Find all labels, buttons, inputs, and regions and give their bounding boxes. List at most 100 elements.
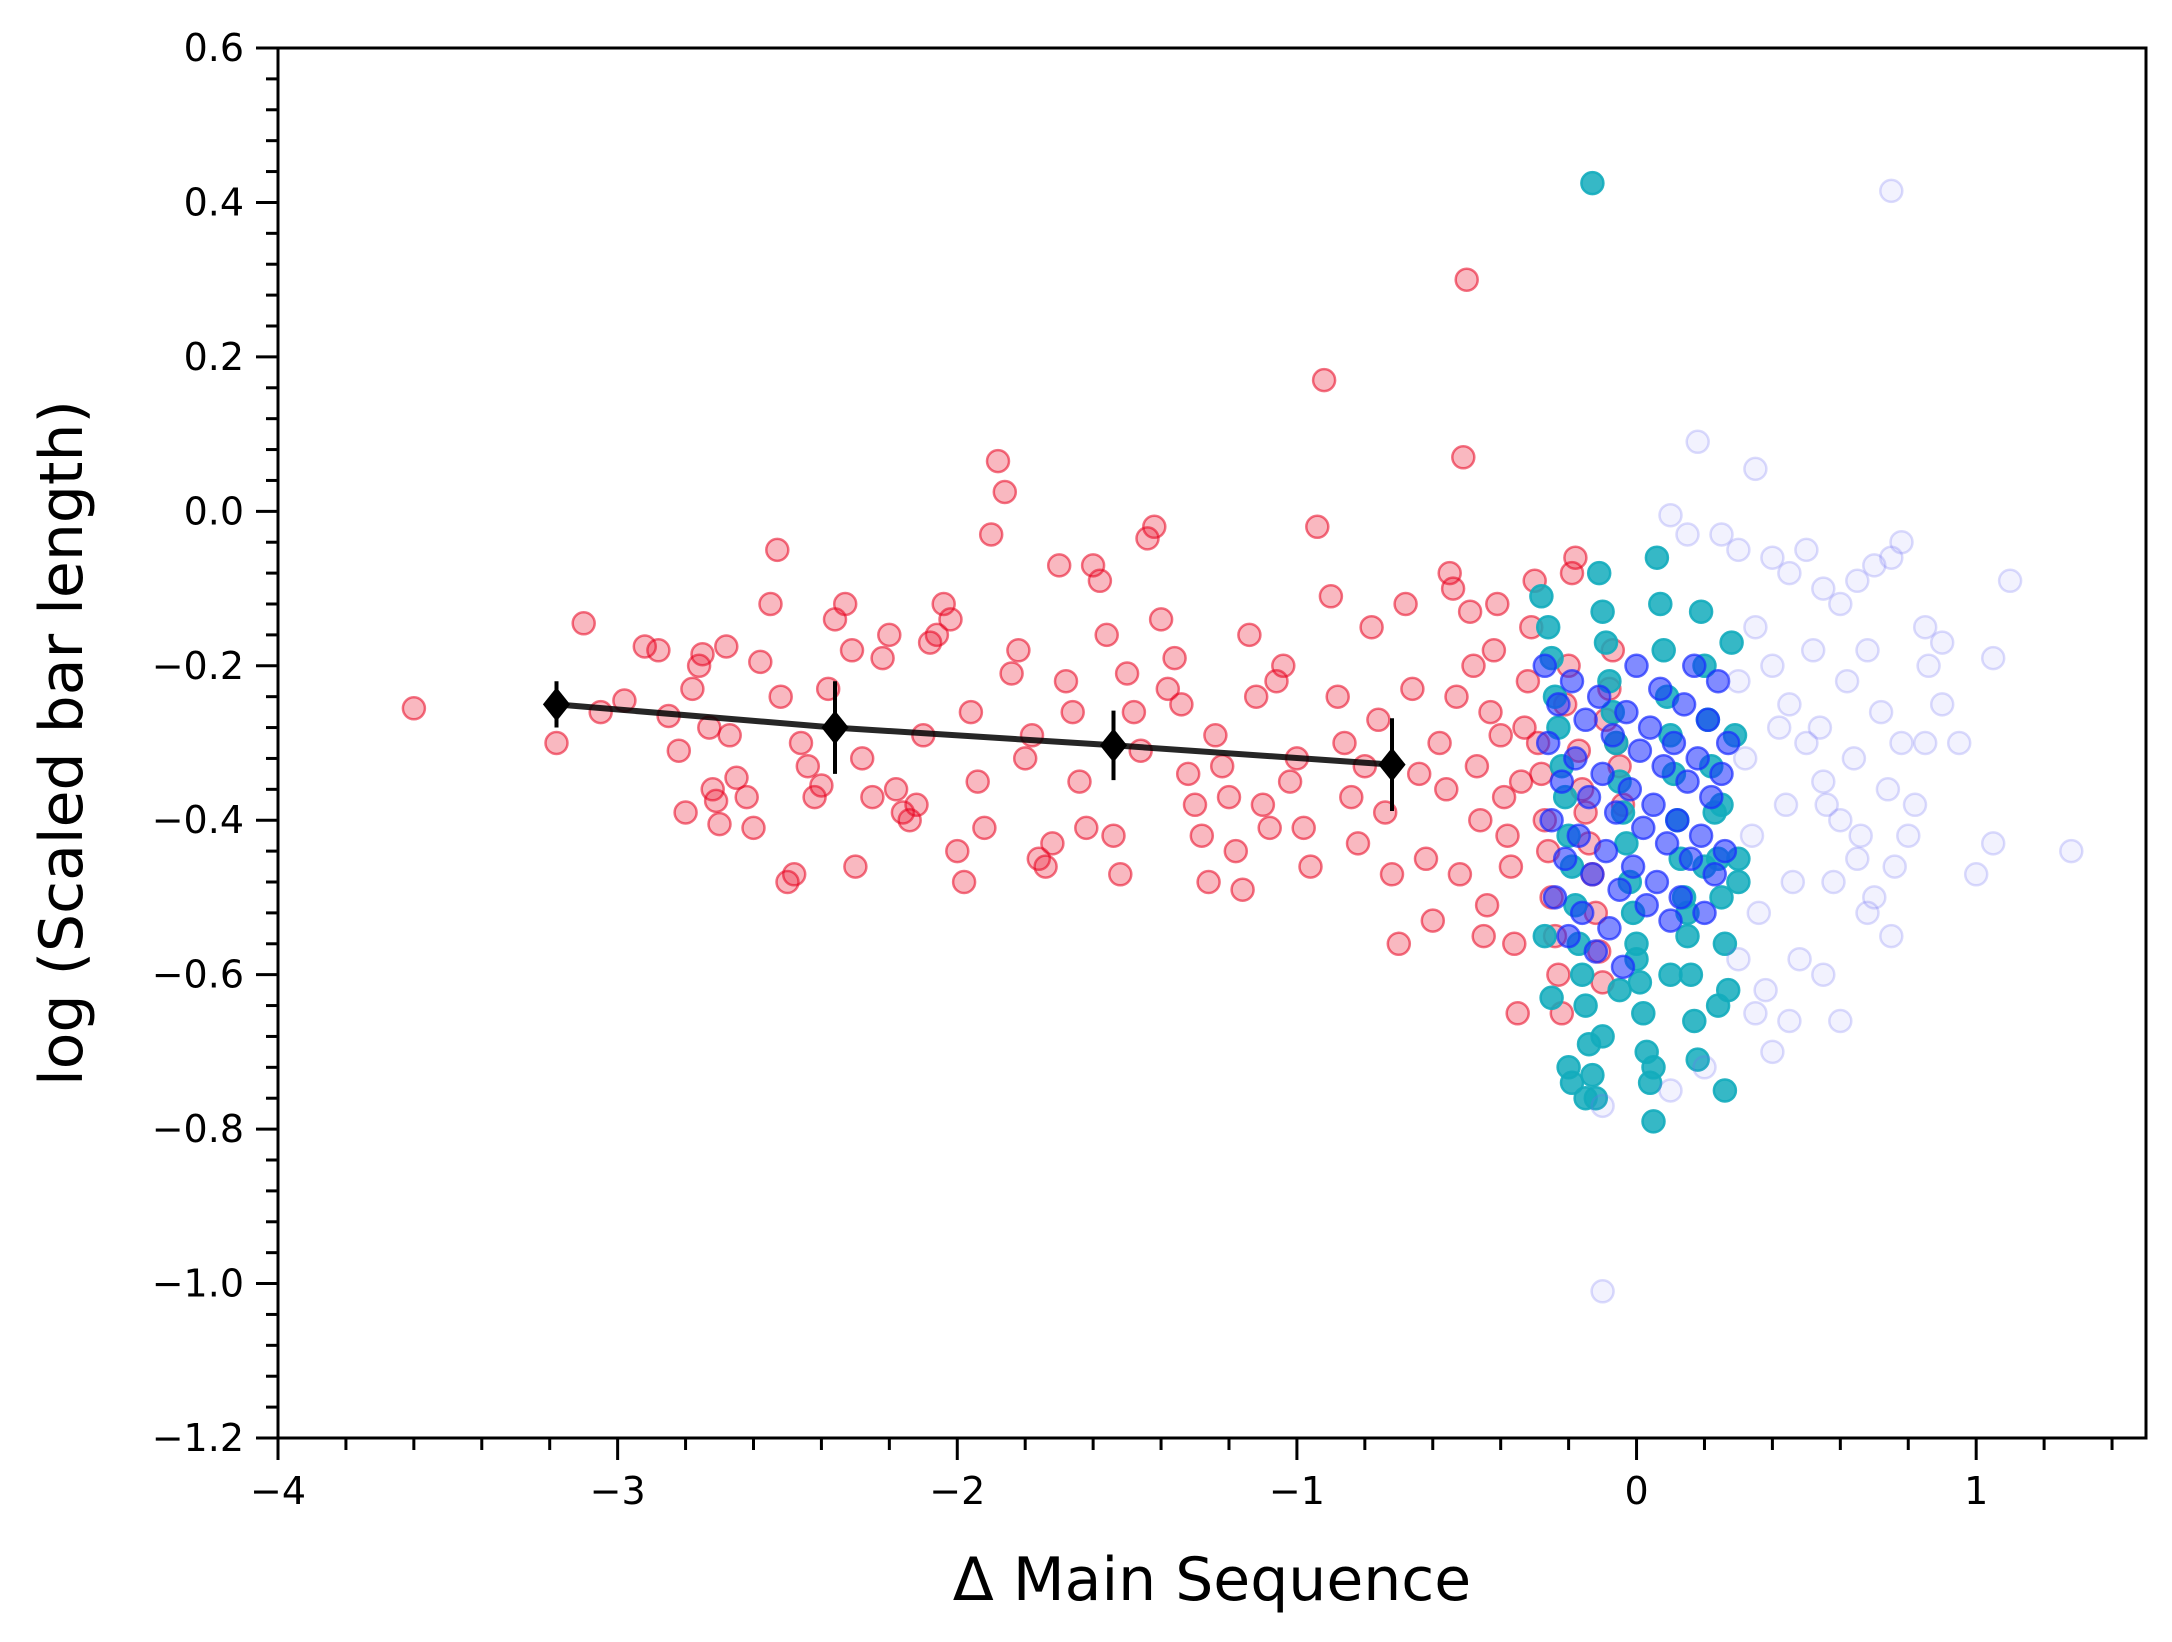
faint-blue-point — [1929, 692, 1955, 717]
faint-blue-point — [1760, 545, 1785, 570]
red-point — [1332, 730, 1357, 756]
blue-point — [1702, 862, 1727, 887]
blue-point — [1576, 784, 1602, 810]
faint-blue-point — [1845, 846, 1870, 872]
faint-blue-point — [1916, 653, 1941, 679]
red-point — [1203, 723, 1228, 748]
red-point — [1142, 514, 1167, 540]
faint-blue-point — [1882, 854, 1907, 879]
faint-blue-point — [1980, 645, 2006, 671]
blue-point — [1549, 769, 1575, 794]
blue-point — [1590, 761, 1615, 787]
red-point — [571, 611, 596, 636]
red-point — [924, 622, 950, 648]
red-point — [1257, 815, 1282, 841]
x-tick-label: −2 — [929, 1469, 985, 1513]
faint-blue-point — [1811, 962, 1836, 987]
faint-blue-point — [1777, 560, 1802, 586]
faint-blue-point — [1766, 715, 1792, 740]
red-point — [992, 479, 1018, 505]
faint-blue-point — [1821, 869, 1846, 895]
cyan-point — [1709, 885, 1734, 910]
blue-point — [1699, 784, 1724, 810]
faint-blue-point — [1855, 900, 1880, 926]
red-point — [1223, 838, 1249, 864]
blue-point — [1671, 692, 1697, 717]
red-point — [680, 676, 705, 702]
red-point — [765, 537, 790, 563]
y-tick-label: 0.0 — [184, 489, 244, 533]
binned-mean-marker — [1378, 747, 1406, 782]
cyan-point — [1678, 962, 1704, 987]
red-point — [1512, 715, 1537, 740]
faint-blue-point — [1658, 502, 1683, 528]
red-point — [1366, 707, 1391, 733]
blue-point — [1692, 900, 1717, 926]
red-point — [1413, 846, 1439, 872]
faint-blue-point — [1875, 777, 1901, 802]
red-point — [646, 638, 671, 663]
x-axis-label: Δ Main Sequence — [953, 1545, 1471, 1615]
blue-point — [1678, 846, 1704, 872]
faint-blue-point — [1743, 456, 1768, 482]
blue-point — [1688, 823, 1714, 848]
red-point — [1108, 862, 1133, 887]
cyan-point — [1586, 560, 1612, 586]
blue-point — [1709, 761, 1734, 787]
red-point — [951, 869, 977, 895]
red-point — [588, 699, 613, 725]
red-point — [904, 792, 929, 818]
red-point — [860, 784, 885, 810]
blue-point — [1542, 885, 1568, 910]
blue-point — [1603, 800, 1629, 825]
red-point — [1250, 792, 1276, 818]
red-point — [1318, 584, 1344, 609]
red-point — [985, 448, 1011, 474]
red-point — [1502, 931, 1527, 957]
red-point — [1162, 645, 1187, 671]
y-tick-label: 0.6 — [184, 26, 244, 70]
red-point — [1508, 769, 1534, 794]
red-point — [717, 723, 742, 748]
binned-mean-marker — [821, 710, 849, 745]
faint-blue-point — [1841, 746, 1867, 771]
red-point — [1447, 862, 1473, 887]
blue-point — [1535, 730, 1561, 756]
faint-blue-point — [1732, 746, 1758, 771]
red-point — [1291, 815, 1316, 841]
red-point — [1468, 807, 1493, 833]
red-point — [1135, 526, 1160, 551]
red-point — [1277, 769, 1303, 794]
red-point — [1243, 684, 1269, 709]
x-tick-label: 0 — [1624, 1469, 1648, 1513]
red-point — [1305, 514, 1330, 540]
red-point — [802, 784, 827, 810]
blue-point — [1682, 653, 1707, 679]
red-point — [1101, 823, 1126, 848]
red-point — [883, 777, 909, 802]
cyan-point — [1573, 1085, 1598, 1111]
blue-point — [1661, 730, 1687, 756]
blue-point — [1658, 908, 1683, 933]
red-point — [1420, 908, 1446, 933]
red-point — [1379, 862, 1405, 887]
faint-blue-point — [1780, 869, 1806, 895]
red-point — [1067, 769, 1092, 794]
blue-point — [1617, 777, 1643, 802]
cyan-point — [1651, 638, 1676, 663]
red-point — [1406, 761, 1432, 787]
faint-blue-point — [1814, 792, 1839, 818]
cyan-point — [1658, 962, 1683, 987]
red-point — [1451, 445, 1476, 470]
red-point — [758, 591, 783, 617]
faint-blue-point — [1787, 946, 1812, 972]
red-point — [707, 811, 732, 837]
red-point — [1454, 267, 1479, 292]
faint-blue-point — [1828, 1008, 1853, 1034]
blue-point — [1610, 954, 1636, 980]
blue-point — [1627, 738, 1653, 763]
faint-blue-point — [1658, 1078, 1683, 1103]
faint-blue-point — [1590, 1279, 1615, 1304]
blue-point — [1668, 885, 1693, 910]
blue-point — [1634, 892, 1659, 918]
